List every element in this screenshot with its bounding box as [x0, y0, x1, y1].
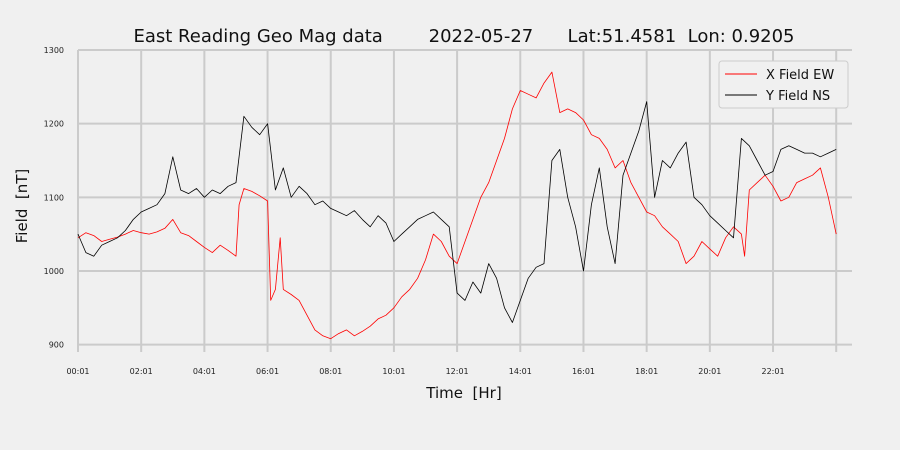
- y-tick-label: 900: [49, 341, 64, 350]
- chart-title: East Reading Geo Mag data 2022-05-27 Lat…: [133, 26, 794, 47]
- x-tick-label: 16:01: [572, 367, 595, 376]
- x-tick-label: 02:01: [130, 367, 153, 376]
- legend-label: Y Field NS: [765, 89, 830, 104]
- series-line-x-field-ew: [77, 71, 837, 340]
- grid-lines: [77, 49, 852, 352]
- tick-labels: 900 1000 1100 1200 1300 00:01 02:01 04:01 06:01 0…: [44, 46, 785, 376]
- y-axis-label: Field [nT]: [13, 169, 31, 244]
- x-tick-label: 14:01: [509, 367, 532, 376]
- x-tick-label: 20:01: [698, 367, 721, 376]
- x-tick-label: 10:01: [382, 367, 405, 376]
- legend: X Field EW Y Field NS: [718, 60, 849, 109]
- series-line-y-field-ns: [77, 101, 837, 323]
- x-axis-label: Time [Hr]: [425, 384, 501, 402]
- x-tick-label: 04:01: [193, 367, 216, 376]
- y-tick-label: 1200: [44, 120, 64, 129]
- x-tick-label: 08:01: [319, 367, 342, 376]
- y-tick-label: 1300: [44, 46, 64, 55]
- x-tick-label: 12:01: [446, 367, 469, 376]
- x-tick-label: 22:01: [761, 367, 784, 376]
- legend-box: [718, 60, 849, 109]
- y-tick-label: 1000: [44, 267, 64, 276]
- y-tick-label: 1100: [44, 193, 64, 202]
- x-tick-label: 00:01: [66, 367, 89, 376]
- legend-label: X Field EW: [766, 68, 834, 83]
- series-lines: [77, 71, 837, 340]
- x-tick-label: 18:01: [635, 367, 658, 376]
- x-tick-label: 06:01: [256, 367, 279, 376]
